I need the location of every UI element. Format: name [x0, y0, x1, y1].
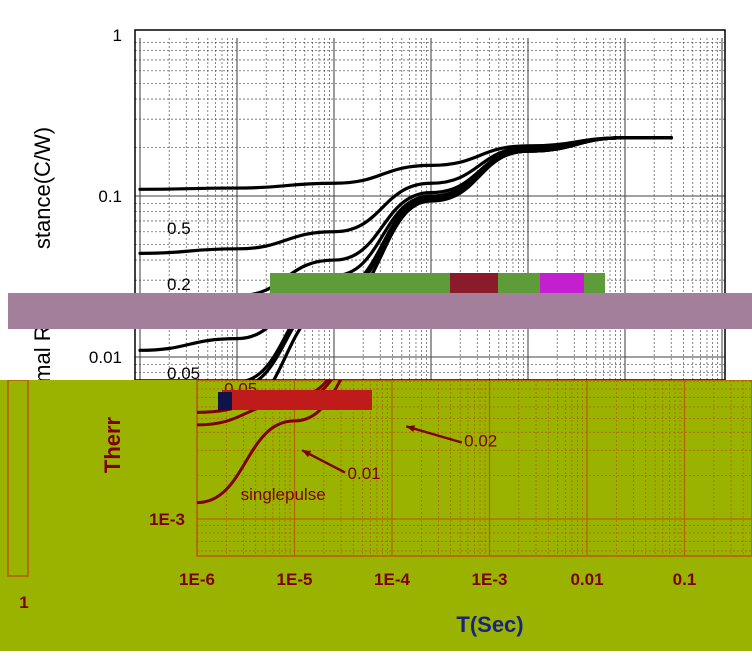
lower-leader-arrowhead — [302, 450, 312, 458]
upper-plot-frame — [134, 29, 726, 380]
left-frame-fragment — [7, 380, 29, 577]
lower-annotation: singlepulse — [241, 485, 326, 504]
lower-series-0-2 — [197, 179, 731, 282]
lower-y-tick-label: 1E-3 — [149, 510, 185, 529]
x-tick-label: 1E-4 — [374, 570, 410, 589]
x-tick-label: 1E-3 — [472, 570, 508, 589]
glitch-block — [450, 273, 498, 293]
upper-y-tick-label: 1 — [113, 26, 122, 45]
lower-leader-line — [405, 425, 463, 444]
upper-annotation: 0.5 — [167, 219, 191, 238]
lower-panel-background — [0, 380, 752, 651]
lower-plot-frame — [196, 380, 752, 557]
upper-series-0-02 — [239, 136, 673, 380]
y-axis-title-fragment-upper: stance(C/W) — [30, 127, 55, 249]
lower-series-singlepulse — [197, 380, 343, 505]
upper-y-tick-label: 0.1 — [98, 187, 122, 206]
upper-annotation: 0.2 — [167, 275, 191, 294]
upper-y-tick-label: 0.01 — [89, 348, 122, 367]
lower-annotation: 0.02 — [464, 431, 497, 450]
stray-tick-label: 1 — [19, 593, 28, 612]
upper-annotation: 0.05 — [167, 364, 200, 383]
x-axis-title: T(Sec) — [456, 612, 523, 637]
lower-annotation: 0.01 — [348, 464, 381, 483]
lower-leader-arrowhead — [406, 425, 416, 433]
glitch-block — [222, 390, 372, 410]
glitch-block — [540, 273, 584, 293]
x-tick-label: 0.1 — [673, 570, 697, 589]
y-axis-title-fragment-lower: Therr — [100, 416, 125, 473]
glitch-block — [218, 392, 232, 410]
upper-series-singlepulse — [271, 136, 673, 380]
glitch-band — [8, 293, 752, 329]
x-tick-label: 1E-5 — [277, 570, 313, 589]
upper-series-0-5 — [138, 136, 673, 191]
glitch-strip — [270, 273, 605, 293]
x-tick-label: 0.01 — [570, 570, 603, 589]
x-tick-label: 1E-6 — [179, 570, 215, 589]
